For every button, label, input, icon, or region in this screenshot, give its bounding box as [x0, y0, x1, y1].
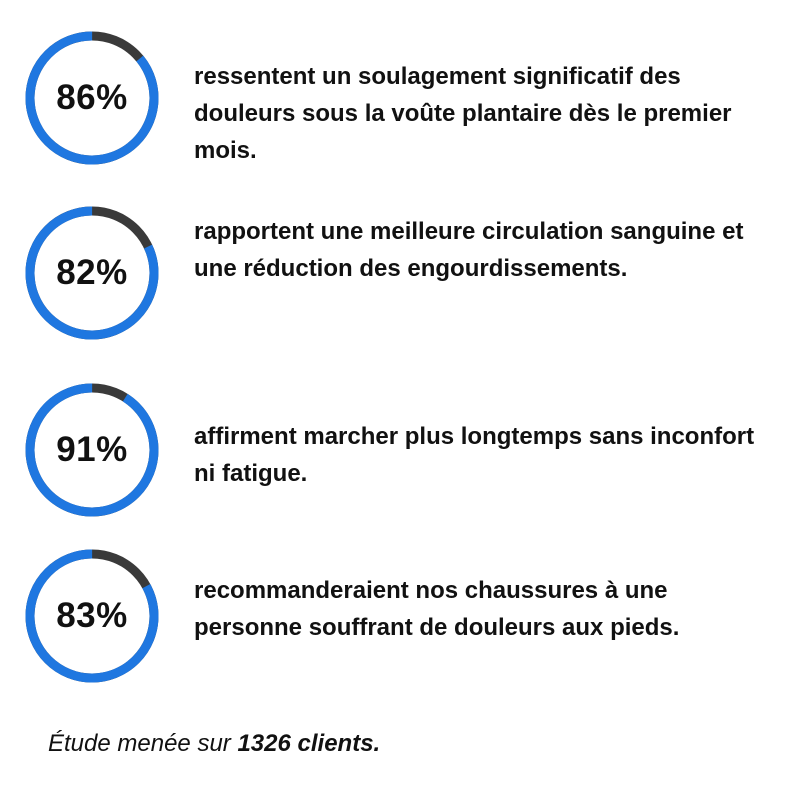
stat-description-1: ressentent un soulagement significatif d… [194, 63, 732, 164]
stat-item-1: 86% ressentent un soulagement significat… [22, 28, 782, 168]
study-footnote: Étude menée sur 1326 clients. [48, 730, 380, 758]
stat-percentage-2: 82% [56, 253, 128, 292]
progress-ring-4: 83% [22, 546, 162, 686]
stat-item-3: 91% affirment marcher plus longtemps san… [22, 380, 782, 520]
progress-ring-graphic [25, 549, 159, 683]
progress-ring-1: 86% [22, 28, 162, 168]
progress-ring-graphic [25, 383, 159, 517]
ring-fill [25, 549, 159, 683]
progress-ring-3: 91% [22, 380, 162, 520]
stat-percentage-1: 86% [56, 78, 128, 117]
footnote-emphasis: 1326 clients. [237, 730, 381, 757]
stat-description-2: rapportent une meilleure circulation san… [194, 218, 744, 282]
footnote-prefix: Étude menée sur [48, 730, 238, 757]
progress-ring-2: 82% [22, 203, 162, 343]
progress-ring-graphic [25, 206, 159, 340]
stat-description-3: affirment marcher plus longtemps sans in… [194, 423, 755, 487]
stat-percentage-4: 83% [56, 596, 128, 635]
stat-percentage-3: 91% [56, 430, 128, 469]
ring-fill [25, 31, 159, 165]
stat-item-2: 82% rapportent une meilleure circulation… [22, 203, 782, 343]
ring-fill [25, 383, 159, 517]
progress-ring-graphic [25, 31, 159, 165]
stat-description-4: recommanderaient nos chaussures à une pe… [194, 577, 680, 641]
stat-item-4: 83% recommanderaient nos chaussures à un… [22, 546, 782, 686]
